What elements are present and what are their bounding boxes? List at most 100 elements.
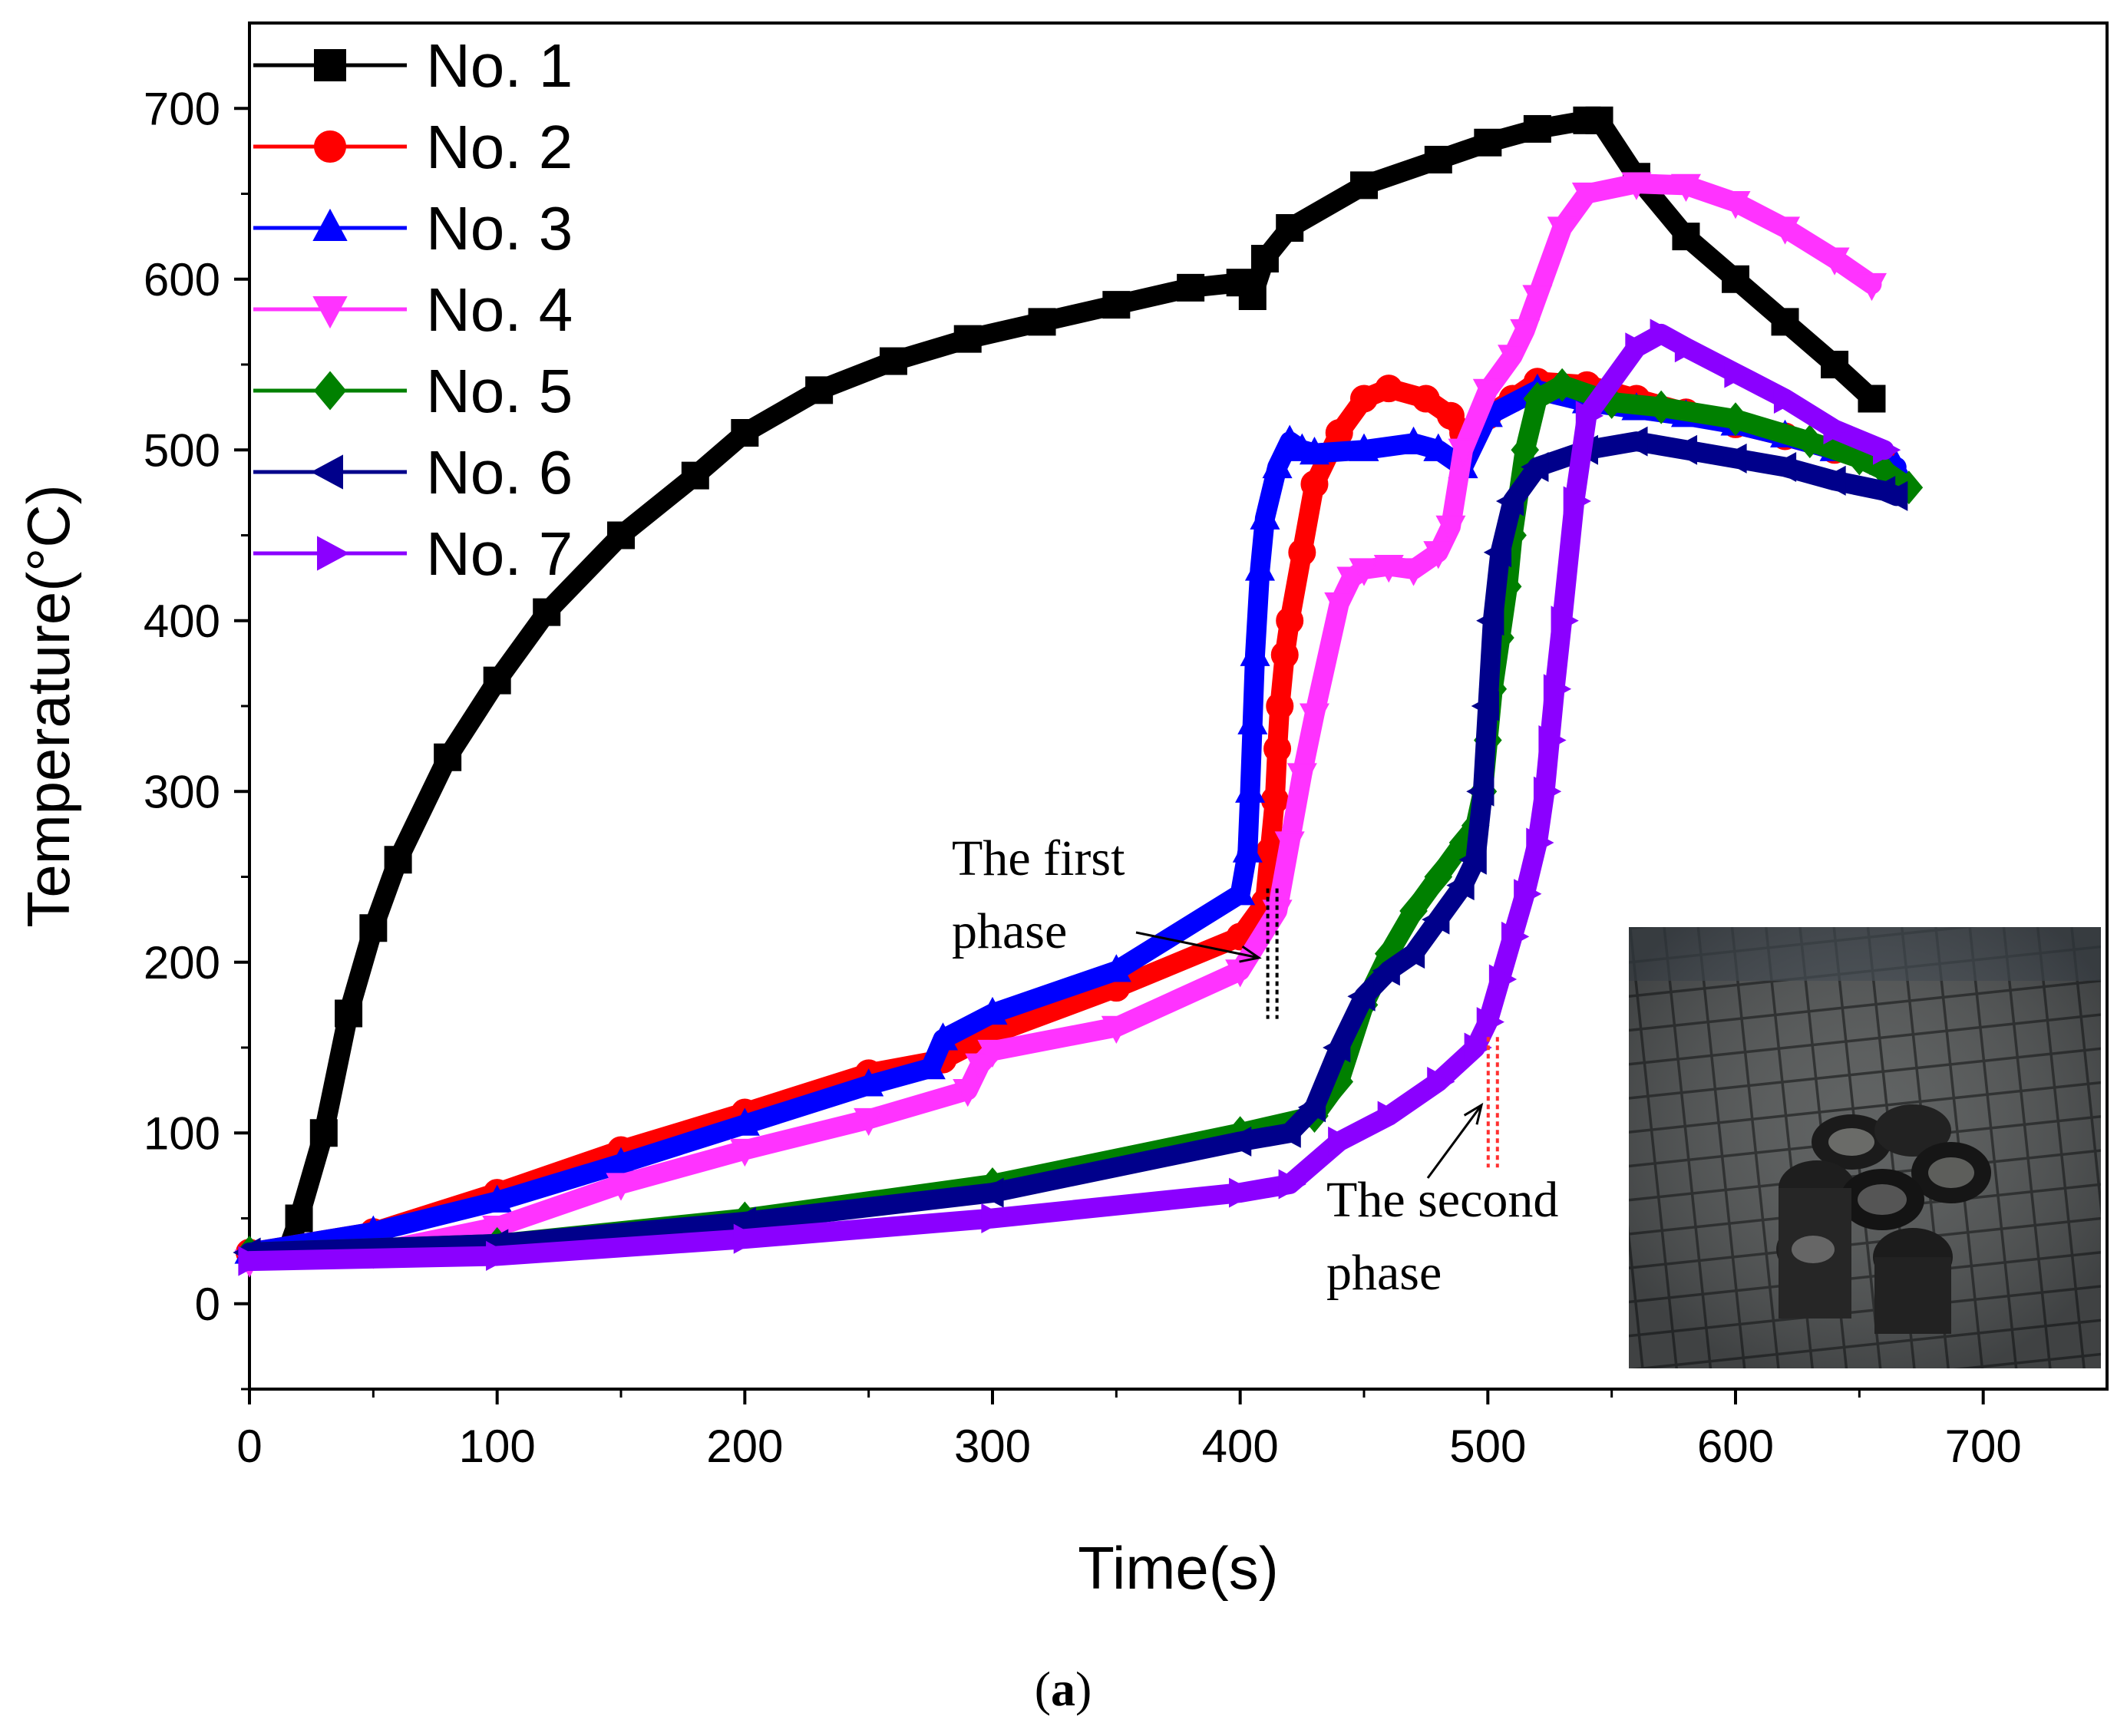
data-point bbox=[359, 914, 388, 942]
data-point bbox=[1299, 703, 1329, 731]
annotation-group: The first phase The second phase bbox=[952, 830, 1558, 1301]
data-point bbox=[1225, 959, 1256, 988]
data-point bbox=[1446, 870, 1475, 901]
data-point bbox=[1424, 146, 1452, 173]
data-point bbox=[483, 666, 511, 695]
data-point bbox=[1818, 465, 1846, 496]
data-point bbox=[1424, 860, 1453, 894]
x-tick-label: 0 bbox=[236, 1421, 262, 1472]
data-point bbox=[1270, 641, 1299, 669]
data-point bbox=[1672, 223, 1700, 251]
data-point bbox=[1771, 308, 1799, 336]
x-tick-label: 300 bbox=[954, 1421, 1031, 1472]
annotation-text: The second bbox=[1326, 1172, 1558, 1228]
legend-item-3: No. 3 bbox=[253, 194, 573, 262]
data-point bbox=[879, 347, 907, 375]
data-point bbox=[1399, 558, 1429, 586]
data-point bbox=[1323, 1032, 1351, 1063]
data-point bbox=[1266, 692, 1294, 720]
data-point bbox=[1237, 706, 1268, 734]
data-point bbox=[1476, 606, 1504, 636]
data-point bbox=[482, 1184, 513, 1213]
y-axis-title: Temperature(°C) bbox=[15, 484, 82, 927]
data-point bbox=[1621, 172, 1652, 200]
data-point bbox=[1721, 402, 1750, 437]
data-point bbox=[606, 1173, 636, 1201]
legend-item-7: No. 7 bbox=[253, 520, 573, 588]
data-point bbox=[1177, 273, 1205, 302]
legend-label: No. 2 bbox=[426, 113, 573, 181]
data-point bbox=[1260, 786, 1289, 814]
data-point bbox=[1377, 1101, 1405, 1131]
data-point bbox=[1101, 1015, 1131, 1044]
annotation-arrow bbox=[1426, 1104, 1483, 1179]
data-point bbox=[977, 996, 1008, 1025]
data-point bbox=[1423, 541, 1454, 569]
data-point bbox=[1297, 1092, 1326, 1123]
data-point bbox=[1349, 433, 1379, 461]
data-point bbox=[1819, 247, 1850, 276]
data-point bbox=[729, 1138, 760, 1167]
legend-item-1: No. 1 bbox=[253, 31, 573, 100]
data-point bbox=[1412, 384, 1440, 413]
data-point bbox=[953, 325, 982, 353]
y-tick-label: 0 bbox=[195, 1279, 220, 1330]
data-point bbox=[1523, 114, 1551, 143]
caption-close: ) bbox=[1075, 1662, 1092, 1716]
x-tick-label: 200 bbox=[706, 1421, 783, 1472]
data-point bbox=[1427, 1066, 1455, 1097]
data-point bbox=[1514, 879, 1542, 909]
data-point bbox=[1372, 955, 1400, 986]
data-point bbox=[1240, 638, 1270, 666]
caption-letter: a bbox=[1051, 1662, 1075, 1716]
data-point bbox=[1458, 844, 1487, 875]
data-point bbox=[1488, 964, 1518, 995]
data-point bbox=[1476, 1007, 1504, 1038]
x-tick-label: 600 bbox=[1697, 1421, 1774, 1472]
data-point bbox=[1373, 554, 1404, 583]
annotation-1: The first phase bbox=[952, 830, 1279, 1019]
data-point bbox=[1399, 426, 1429, 454]
legend-item-5: No. 5 bbox=[253, 357, 573, 425]
annotation-arrowhead bbox=[1463, 1102, 1484, 1125]
data-point bbox=[1262, 450, 1293, 479]
data-point bbox=[533, 598, 561, 626]
data-point bbox=[1244, 553, 1276, 581]
data-point bbox=[927, 1022, 958, 1051]
data-point bbox=[1563, 486, 1591, 517]
legend-marker bbox=[310, 454, 343, 490]
y-tick-label: 200 bbox=[144, 937, 220, 988]
data-point bbox=[1288, 538, 1316, 566]
data-point bbox=[1547, 368, 1577, 402]
data-point bbox=[1510, 318, 1541, 348]
series-line bbox=[239, 431, 1907, 1262]
y-tick-label: 700 bbox=[144, 83, 220, 134]
data-point bbox=[1547, 216, 1577, 245]
data-point bbox=[1229, 1177, 1257, 1208]
data-point bbox=[1238, 282, 1267, 310]
data-point bbox=[1551, 606, 1579, 636]
annotation-text: phase bbox=[1326, 1245, 1442, 1301]
data-point bbox=[1543, 674, 1572, 705]
data-point bbox=[1770, 216, 1801, 245]
legend-marker bbox=[312, 208, 348, 241]
data-point bbox=[1278, 1169, 1306, 1200]
data-point bbox=[1821, 351, 1849, 378]
data-point bbox=[1823, 414, 1851, 445]
data-point bbox=[1522, 285, 1553, 313]
data-point bbox=[1466, 776, 1495, 807]
x-tick-label: 400 bbox=[1202, 1421, 1279, 1472]
data-point bbox=[1620, 426, 1648, 457]
data-point bbox=[1523, 381, 1552, 416]
data-point bbox=[335, 999, 363, 1028]
data-point bbox=[1474, 128, 1502, 157]
x-axis-title: Time(s) bbox=[1078, 1534, 1278, 1602]
data-point bbox=[1625, 332, 1653, 363]
legend-label: No. 6 bbox=[426, 438, 573, 507]
data-point bbox=[1720, 191, 1751, 219]
data-point bbox=[1399, 894, 1428, 928]
data-point bbox=[1472, 378, 1503, 408]
x-tick-label: 100 bbox=[459, 1421, 536, 1472]
data-point bbox=[1873, 434, 1901, 465]
